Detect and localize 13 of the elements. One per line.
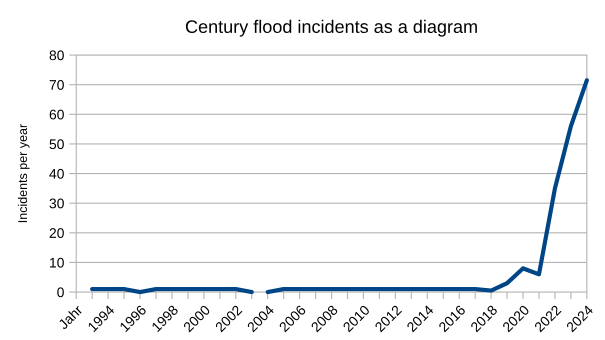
y-tick-label: 30 <box>50 198 64 208</box>
y-tick-label: 50 <box>50 139 64 150</box>
y-tick-label: 0 <box>57 287 64 298</box>
y-tick-label: 60 <box>50 110 64 120</box>
y-tick-label: 40 <box>49 168 64 179</box>
y-tick-label: 70 <box>50 80 64 90</box>
line-series <box>266 78 589 294</box>
y-axis-title: Incidents per year <box>18 124 30 222</box>
x-tick-label: Jahr <box>57 304 84 330</box>
chart-title: Century flood incidents as a diagram <box>186 20 477 37</box>
y-tick-label: 20 <box>50 228 64 238</box>
y-tick-label: 10 <box>50 258 64 268</box>
y-tick-label: 80 <box>50 50 64 60</box>
